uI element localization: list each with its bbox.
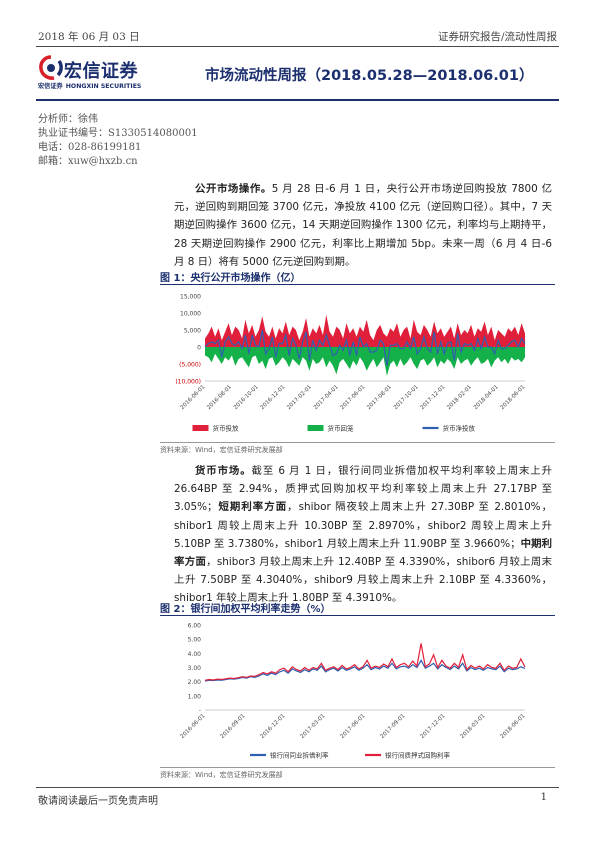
y-tick-label: 15,000 [180, 294, 201, 301]
y-tick-label: 5.00 [188, 637, 202, 644]
x-tick-label: 2016-09-01 [220, 713, 247, 740]
x-tick-label: 2016-06-01 [180, 384, 207, 411]
open-market-paragraph: 公开市场操作。5 月 28 日-6 月 1 日，央行公开市场逆回购投放 7800… [174, 180, 552, 271]
x-tick-label: 2017-02-01 [286, 384, 313, 411]
x-tick-label: 2018-02-01 [446, 384, 473, 411]
analyst-name: 分析师：徐伟 [38, 114, 98, 125]
open-market-body: 5 月 28 日-6 月 1 日，央行公开市场逆回购投放 7800 亿元，逆回购… [174, 183, 553, 268]
mid-rate-body: ，shibor3 月较上周末上升 12.40BP 至 4.3390%，shibo… [174, 556, 553, 605]
legend-swatch [192, 425, 209, 431]
x-tick-label: 2018-04-01 [473, 384, 500, 411]
x-tick-label: 2017-06-01 [340, 713, 367, 740]
logo-english-name: 宏信证券 HONGXIN SECURITIES [38, 83, 142, 90]
y-tick-label: (5,000) [179, 362, 201, 369]
y-tick-label: 2.00 [188, 679, 202, 686]
y-tick-label: 3.00 [188, 665, 202, 672]
y-tick-label: 4.00 [188, 651, 202, 658]
company-logo: 宏信证券 宏信证券 HONGXIN SECURITIES [38, 55, 168, 95]
series-area-货币回笼 [205, 347, 525, 376]
y-tick-label: 0 [197, 345, 201, 352]
series-line-银行间同业拆借利率 [204, 659, 526, 682]
x-tick-label: 2018-06-01 [500, 713, 527, 740]
x-tick-label: 2017-08-01 [366, 384, 393, 411]
x-tick-label: 2017-03-01 [300, 713, 327, 740]
figure1-source-divider [160, 442, 555, 443]
legend-label: 银行间质押式回购利率 [385, 751, 451, 760]
analyst-phone: 电话：028-86199181 [38, 142, 142, 153]
y-tick-label: 1.00 [188, 693, 202, 700]
x-tick-label: 2018-06-01 [500, 384, 527, 411]
figure2-source: 资料来源：Wind，宏信证券研究发展部 [160, 771, 283, 779]
figure1-source: 资料来源：Wind，宏信证券研究发展部 [160, 446, 283, 454]
x-tick-label: 2017-06-01 [340, 384, 367, 411]
x-tick-label: 2017-09-01 [380, 713, 407, 740]
money-market-lead: 货币市场。 [195, 465, 252, 477]
series-area-货币投放 [205, 314, 525, 347]
figure2-title: 图 2：银行间加权平均利率走势（%） [160, 604, 331, 615]
page-number: 1 [540, 792, 547, 803]
money-market-body1: 截至 6 月 1 日，银行间同业拆借加权平均利率较上周末上升 26.64BP 至… [174, 465, 553, 514]
x-tick-label: 2016-10-01 [233, 384, 260, 411]
short-rate-body: ，shibor 隔夜较上周末上升 27.30BP 至 2.8010%，shibo… [174, 501, 552, 550]
x-tick-label: 2016-12-01 [260, 384, 287, 411]
title-divider [36, 99, 559, 101]
open-market-lead: 公开市场操作。 [195, 183, 272, 195]
figure2-source-divider [160, 767, 555, 768]
x-tick-label: 2017-10-01 [393, 384, 420, 411]
open-market-chart: 15,000 10,000 5,000 0 (5,000) (10,000)2016-06… [175, 294, 527, 433]
series-line-货币净投放 [204, 329, 526, 366]
legend-label: 货币净投放 [443, 424, 476, 433]
footer-disclaimer: 敬请阅读最后一页免责声明 [38, 796, 158, 807]
x-tick-label: 2017-12-01 [420, 713, 447, 740]
analyst-license: 执业证书编号：S1330514080001 [38, 128, 198, 139]
y-tick-label: 6.00 [188, 623, 202, 630]
x-tick-label: 2016-08-01 [206, 384, 233, 411]
figure2-divider [160, 615, 555, 616]
x-tick-label: 2017-04-01 [313, 384, 340, 411]
footer-divider [36, 787, 559, 788]
logo-mark-icon [39, 55, 63, 80]
legend-label: 货币回笼 [328, 424, 355, 433]
series-line-银行间质押式回购利率 [204, 643, 526, 681]
legend-label: 银行间同业拆借利率 [270, 751, 329, 760]
y-tick-label: 10,000 [180, 311, 201, 318]
y-tick-label: (10,000) [175, 379, 201, 386]
y-tick-label: - [199, 708, 201, 715]
legend-swatch [307, 425, 324, 431]
x-tick-label: 2018-03-01 [460, 713, 487, 740]
analyst-email: 邮箱：xuw@hxzb.cn [38, 156, 138, 167]
report-type: 证券研究报告/流动性周报 [437, 31, 557, 43]
money-market-paragraph: 货币市场。截至 6 月 1 日，银行间同业拆借加权平均利率较上周末上升 26.6… [174, 462, 552, 608]
short-rate-lead: 短期利率方面 [217, 501, 288, 514]
figure1-title: 图 1：央行公开市场操作（亿） [160, 273, 301, 284]
figure1-divider [160, 284, 555, 285]
logo-chinese-name: 宏信证券 [64, 61, 138, 82]
interbank-rate-chart: 6.00 5.00 4.00 3.00 2.00 1.00 -2016-06-01 2016-… [180, 623, 527, 760]
report-date: 2018 年 06 月 03 日 [38, 31, 140, 43]
header-divider [36, 46, 559, 47]
mid-rate-lead: 中期利率方面 [174, 537, 552, 569]
legend-label: 货币投放 [213, 424, 240, 433]
page-title: 市场流动性周报（2018.05.28—2018.06.01） [205, 68, 534, 84]
x-tick-label: 2016-06-01 [180, 713, 207, 740]
y-tick-label: 5,000 [184, 328, 201, 335]
x-tick-label: 2017-12-01 [420, 384, 447, 411]
x-tick-label: 2016-12-01 [260, 713, 287, 740]
